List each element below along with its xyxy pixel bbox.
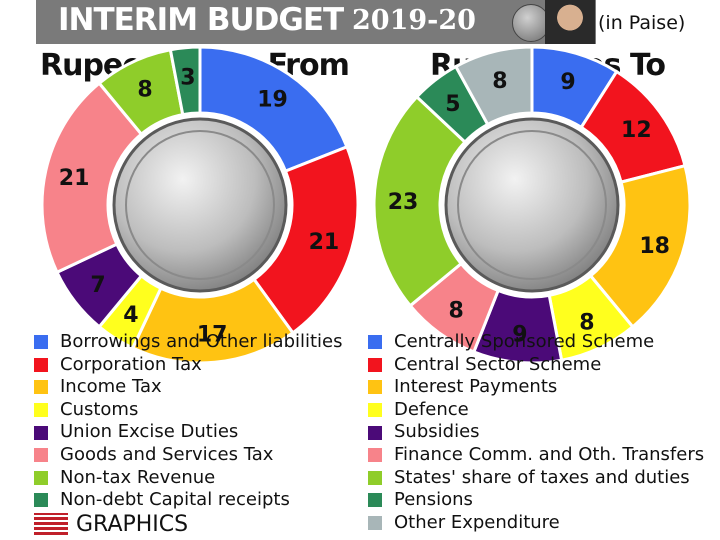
comes-from-legend-item: Goods and Services Tax bbox=[34, 444, 343, 467]
goes-to-value-label: 8 bbox=[449, 298, 464, 323]
goes-to-slice bbox=[372, 94, 468, 308]
rupee-coin-icon-rim bbox=[125, 130, 275, 280]
goes-to-legend-swatch bbox=[368, 380, 382, 395]
rupee-goes-to-chart: 9 12 18 8 9 8 23 5 8 bbox=[372, 45, 692, 365]
legend-comes-from: Borrowings and Other liabilities Corporat… bbox=[34, 331, 343, 512]
pti-credit: GRAPHICS bbox=[34, 512, 188, 537]
comes-from-value-label: 19 bbox=[257, 87, 288, 112]
rupee-coin-icon bbox=[112, 117, 288, 293]
comes-from-legend-label: Non-tax Revenue bbox=[60, 466, 216, 488]
comes-from-value-label: 21 bbox=[309, 230, 340, 255]
comes-from-legend-item: Corporation Tax bbox=[34, 354, 343, 377]
goes-to-legend-label: States' share of taxes and duties bbox=[394, 466, 690, 488]
goes-to-value-label: 9 bbox=[560, 70, 575, 95]
goes-to-legend-item: Pensions bbox=[368, 489, 704, 512]
comes-from-legend-label: Borrowings and Other liabilities bbox=[60, 331, 343, 352]
goes-to-legend-item: Finance Comm. and Oth. Transfers bbox=[368, 444, 704, 467]
goes-to-legend-item: Subsidies bbox=[368, 421, 704, 444]
comes-from-legend-label: Union Excise Duties bbox=[60, 421, 239, 443]
comes-from-value-label: 21 bbox=[59, 166, 90, 191]
comes-from-legend-label: Income Tax bbox=[60, 376, 162, 398]
india-rupee-coin-icon bbox=[444, 117, 620, 293]
comes-from-legend-swatch bbox=[34, 357, 48, 372]
india-rupee-coin-icon-rim bbox=[457, 130, 607, 280]
comes-from-value-label: 17 bbox=[197, 322, 228, 347]
goes-to-slice bbox=[453, 45, 534, 127]
goes-to-legend-item: Centrally Sponsored Scheme bbox=[368, 331, 704, 354]
comes-from-slice bbox=[168, 45, 202, 117]
budget-year: 2019-20 bbox=[352, 5, 476, 36]
comes-from-legend-swatch bbox=[34, 425, 48, 440]
comes-from-legend-swatch bbox=[34, 448, 48, 463]
unit-label: (in Paise) bbox=[598, 12, 686, 34]
goes-to-legend-label: Finance Comm. and Oth. Transfers bbox=[394, 443, 705, 465]
comes-from-value-label: 7 bbox=[90, 273, 105, 298]
goes-to-legend-label: Defence bbox=[394, 398, 469, 420]
goes-to-legend-swatch bbox=[368, 403, 382, 418]
goes-to-legend-item: Defence bbox=[368, 399, 704, 422]
goes-to-legend-swatch bbox=[368, 357, 382, 372]
goes-to-legend-swatch bbox=[368, 425, 382, 440]
comes-from-slice bbox=[198, 45, 349, 174]
comes-from-legend-label: Customs bbox=[60, 398, 139, 420]
comes-from-value-label: 4 bbox=[123, 303, 138, 328]
goes-to-legend-item: States' share of taxes and duties bbox=[368, 467, 704, 490]
comes-from-legend-label: Non-debt Capital receipts bbox=[60, 489, 290, 511]
goes-to-legend-item: Other Expenditure bbox=[368, 512, 704, 535]
goes-to-value-label: 8 bbox=[579, 311, 594, 336]
comes-from-legend-swatch bbox=[34, 493, 48, 508]
comes-from-legend-swatch bbox=[34, 470, 48, 485]
comes-from-value-label: 3 bbox=[180, 66, 195, 91]
comes-from-legend-label: Goods and Services Tax bbox=[60, 443, 274, 465]
credit-label: GRAPHICS bbox=[76, 512, 189, 537]
goes-to-legend-label: Interest Payments bbox=[394, 376, 558, 398]
goes-to-legend-swatch bbox=[368, 516, 382, 531]
page-title: INTERIM BUDGET bbox=[58, 2, 344, 38]
goes-to-legend-swatch bbox=[368, 448, 382, 463]
comes-from-legend-item: Union Excise Duties bbox=[34, 421, 343, 444]
comes-from-legend-label: Corporation Tax bbox=[60, 353, 202, 375]
goes-to-value-label: 18 bbox=[639, 234, 670, 259]
comes-from-legend-item: Non-debt Capital receipts bbox=[34, 489, 343, 512]
rupee-comes-from-chart: 19 21 17 47 21 8 3 bbox=[40, 45, 360, 365]
legend-goes-to: Centrally Sponsored Scheme Central Sector… bbox=[368, 331, 704, 534]
comes-from-legend-item: Income Tax bbox=[34, 376, 343, 399]
goes-to-legend-label: Other Expenditure bbox=[394, 511, 560, 533]
goes-to-legend-swatch bbox=[368, 335, 382, 350]
goes-to-value-label: 12 bbox=[621, 118, 652, 143]
goes-to-legend-swatch bbox=[368, 493, 382, 508]
pti-logo bbox=[34, 513, 68, 535]
comes-from-legend-item: Customs bbox=[34, 399, 343, 422]
goes-to-value-label: 5 bbox=[445, 92, 460, 117]
goes-to-legend-label: Centrally Sponsored Scheme bbox=[394, 331, 655, 352]
goes-to-value-label: 8 bbox=[492, 69, 507, 94]
goes-to-legend-swatch bbox=[368, 470, 382, 485]
comes-from-value-label: 8 bbox=[137, 77, 152, 102]
title-bar bbox=[36, 0, 596, 44]
comes-from-legend-item: Borrowings and Other liabilities bbox=[34, 331, 343, 354]
goes-to-legend-label: Central Sector Scheme bbox=[394, 353, 602, 375]
goes-to-legend-label: Pensions bbox=[394, 489, 473, 511]
goes-to-value-label: 9 bbox=[512, 322, 527, 347]
minister-photo bbox=[545, 0, 595, 44]
comes-from-legend-swatch bbox=[34, 403, 48, 418]
comes-from-legend-swatch bbox=[34, 335, 48, 350]
goes-to-legend-label: Subsidies bbox=[394, 421, 480, 443]
goes-to-legend-item: Central Sector Scheme bbox=[368, 354, 704, 377]
comes-from-legend-item: Non-tax Revenue bbox=[34, 467, 343, 490]
goes-to-legend-item: Interest Payments bbox=[368, 376, 704, 399]
goes-to-value-label: 23 bbox=[388, 190, 419, 215]
comes-from-legend-swatch bbox=[34, 380, 48, 395]
